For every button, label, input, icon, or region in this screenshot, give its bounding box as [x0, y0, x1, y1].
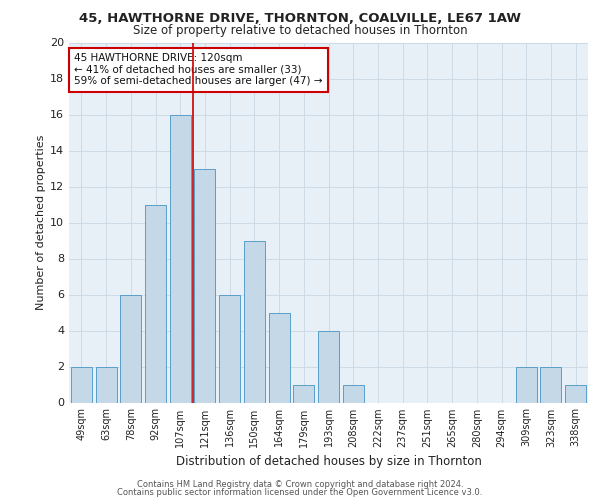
Bar [269, 312, 290, 402]
Y-axis label: Number of detached properties: Number of detached properties [36, 135, 46, 310]
Bar [95, 366, 116, 402]
Text: 45, HAWTHORNE DRIVE, THORNTON, COALVILLE, LE67 1AW: 45, HAWTHORNE DRIVE, THORNTON, COALVILLE… [79, 12, 521, 26]
Bar [565, 384, 586, 402]
Bar [516, 366, 537, 402]
Bar [194, 168, 215, 402]
Text: 45 HAWTHORNE DRIVE: 120sqm
← 41% of detached houses are smaller (33)
59% of semi: 45 HAWTHORNE DRIVE: 120sqm ← 41% of deta… [74, 54, 323, 86]
Bar [541, 366, 562, 402]
Bar [71, 366, 92, 402]
Text: Contains HM Land Registry data © Crown copyright and database right 2024.: Contains HM Land Registry data © Crown c… [137, 480, 463, 489]
Bar [170, 114, 191, 403]
Bar [343, 384, 364, 402]
Bar [244, 240, 265, 402]
Text: Contains public sector information licensed under the Open Government Licence v3: Contains public sector information licen… [118, 488, 482, 497]
Bar [293, 384, 314, 402]
Text: Size of property relative to detached houses in Thornton: Size of property relative to detached ho… [133, 24, 467, 37]
Bar [318, 330, 339, 402]
X-axis label: Distribution of detached houses by size in Thornton: Distribution of detached houses by size … [176, 455, 481, 468]
Bar [219, 294, 240, 403]
Bar [120, 294, 141, 403]
Bar [145, 204, 166, 402]
